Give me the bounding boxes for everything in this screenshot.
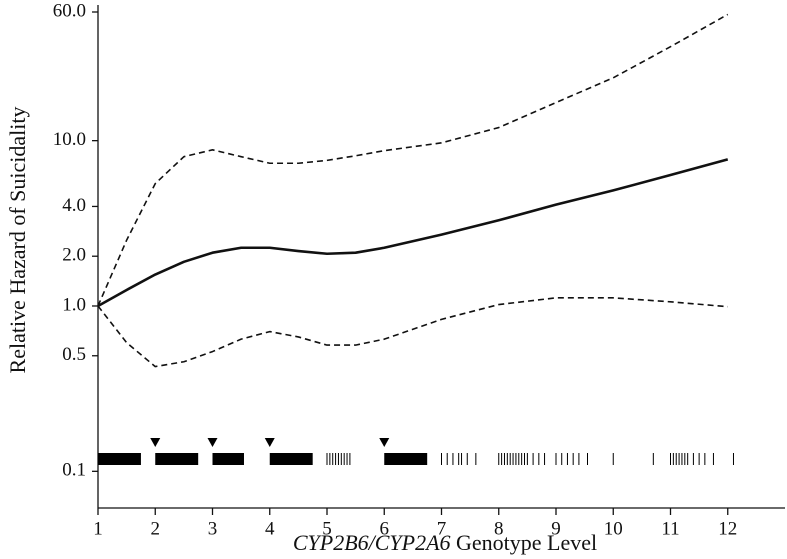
x-tick-label: 5 (322, 518, 332, 539)
x-axis-label-rest: Genotype Level (456, 530, 597, 555)
x-tick-label: 8 (494, 518, 504, 539)
rug-block (384, 453, 428, 465)
rug-block (212, 453, 244, 465)
ci-line (97, 13, 729, 307)
x-tick-label: 9 (551, 518, 561, 539)
marker-triangle (264, 438, 275, 447)
ci-line (97, 297, 728, 368)
y-tick-label: 2.0 (62, 245, 86, 266)
y-tick-label: 60.0 (53, 0, 86, 21)
estimate-line (97, 158, 729, 308)
y-tick-label: 0.5 (62, 344, 86, 365)
x-tick-label: 6 (380, 518, 390, 539)
x-tick-label: 3 (208, 518, 218, 539)
x-tick-label: 2 (151, 518, 161, 539)
x-axis-label-gene: CYP2B6/CYP2A6 (293, 530, 451, 555)
marker-triangle (150, 438, 161, 447)
marker-triangle (379, 438, 390, 447)
rug-block (98, 453, 141, 465)
x-tick-label: 11 (661, 518, 679, 539)
x-axis-label: CYP2B6/CYP2A6 Genotype Level (293, 530, 597, 555)
x-tick-label: 7 (437, 518, 447, 539)
rug-block (269, 453, 313, 465)
x-tick-label: 4 (265, 518, 275, 539)
x-tick-label: 10 (604, 518, 623, 539)
y-tick-label: 1.0 (62, 294, 86, 315)
rug-block (155, 453, 199, 465)
marker-triangle (207, 438, 218, 447)
y-tick-label: 0.1 (62, 460, 86, 481)
x-tick-label: 1 (93, 518, 103, 539)
y-axis-label: Relative Hazard of Suicidality (5, 107, 30, 374)
y-tick-label: 4.0 (62, 195, 86, 216)
y-tick-label: 10.0 (53, 129, 86, 150)
x-tick-label: 12 (718, 518, 737, 539)
